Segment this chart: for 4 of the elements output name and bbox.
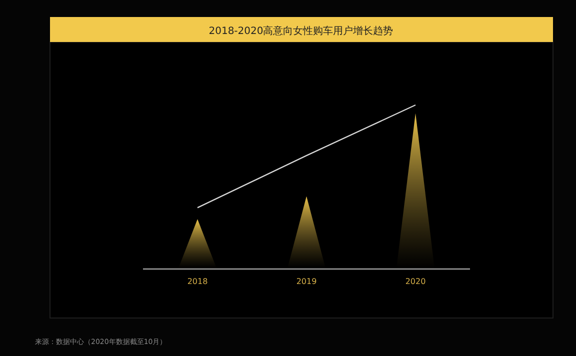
x-tick-label: 2019 (296, 277, 317, 286)
chart-title: 2018-2020高意向女性购车用户增长趋势 (208, 25, 394, 37)
x-tick-label: 2020 (405, 277, 426, 286)
x-tick-label: 2018 (187, 277, 208, 286)
